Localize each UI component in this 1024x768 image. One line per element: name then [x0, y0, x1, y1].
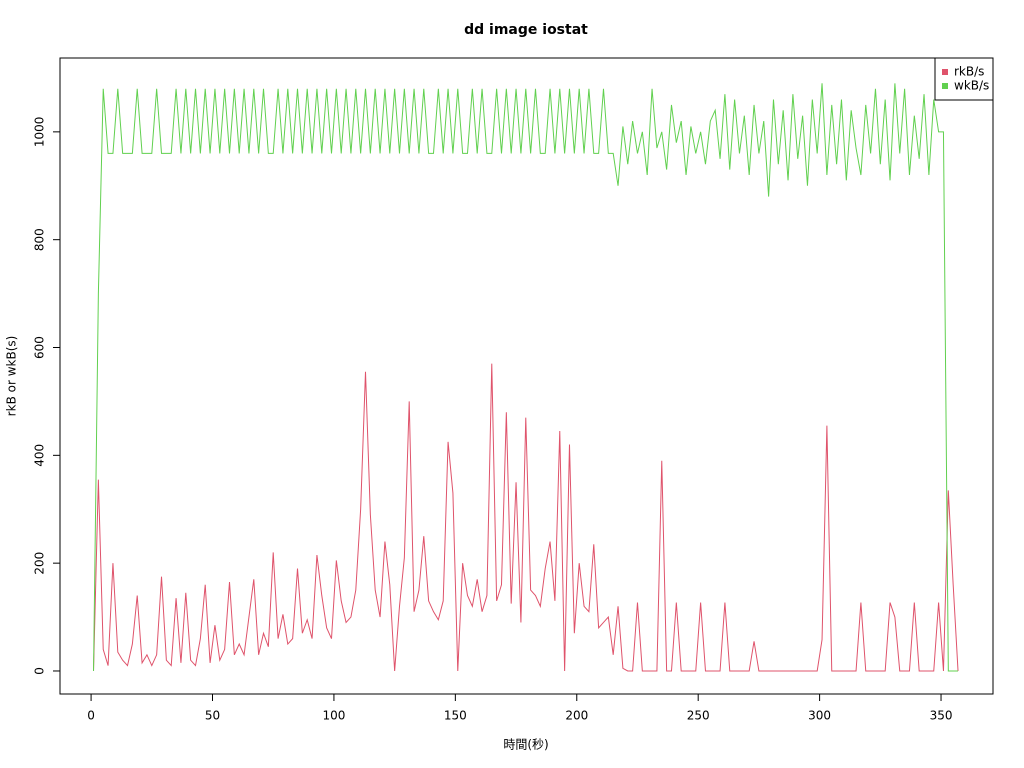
x-tick-label: 250 [687, 709, 710, 723]
legend-swatch [942, 83, 948, 89]
x-tick-label: 0 [87, 709, 95, 723]
y-tick-label: 800 [33, 228, 47, 251]
legend-box [934, 57, 994, 101]
x-axis-label: 時間(秒) [503, 738, 548, 752]
y-tick-label: 0 [33, 667, 47, 675]
x-tick-label: 350 [930, 709, 953, 723]
x-tick-label: 300 [808, 709, 831, 723]
x-tick-label: 100 [322, 709, 345, 723]
y-axis-label: rkB or wkB(s) [5, 336, 19, 417]
y-tick-label: 1000 [33, 117, 47, 148]
series-line [93, 363, 959, 672]
legend-swatch [942, 69, 948, 75]
chart-title: dd image iostat [464, 22, 588, 38]
legend-label: wkB/s [954, 79, 989, 93]
y-tick-label: 400 [33, 444, 47, 467]
x-tick-label: 50 [205, 709, 220, 723]
series-line [93, 83, 959, 672]
x-tick-label: 150 [444, 709, 467, 723]
y-tick-label: 200 [33, 552, 47, 575]
legend-label: rkB/s [954, 65, 984, 79]
y-tick-label: 600 [33, 336, 47, 359]
x-tick-label: 200 [565, 709, 588, 723]
